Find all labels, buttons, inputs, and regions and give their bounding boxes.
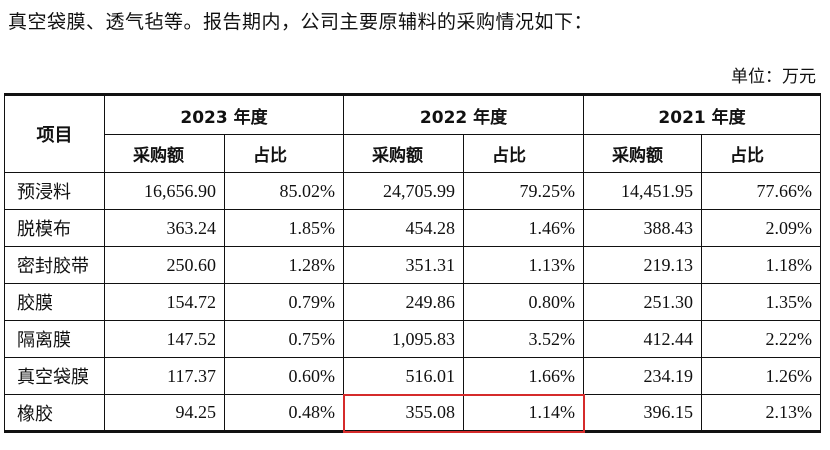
cell-amount: 147.52 [104,320,225,358]
cell-share: 0.80% [463,283,585,321]
cell-share: 1.66% [463,357,585,395]
header-row-years: 项目 2023 年度 2022 年度 2021 年度 [4,94,822,173]
header-share: 占比 [701,134,822,173]
row-label: 橡胶 [4,394,105,432]
row-label: 密封胶带 [4,246,105,284]
table-row: 脱模布 363.24 1.85% 454.28 1.46% 388.43 2.09% [4,209,822,247]
cell-amount: 1,095.83 [343,320,465,358]
cell-share: 1.28% [223,246,345,284]
cell-share: 1.14% [463,394,585,432]
row-label: 脱模布 [4,209,105,247]
cell-amount: 412.44 [583,320,703,358]
row-label: 预浸料 [4,172,105,210]
table-row: 隔离膜 147.52 0.75% 1,095.83 3.52% 412.44 2.22% [4,320,822,358]
cell-share: 2.09% [701,209,822,247]
cell-amount: 94.25 [104,394,225,432]
header-item: 项目 [4,94,105,173]
header-row-metrics: 采购额 占比 采购额 占比 采购额 占比 [5,134,822,173]
header-year-2021: 2021 年度 [583,94,822,135]
header-year-2023: 2023 年度 [103,94,345,135]
header-year-2022: 2022 年度 [343,94,585,135]
cell-amount: 355.08 [343,394,465,432]
cell-amount: 250.60 [104,246,225,284]
cell-amount: 14,451.95 [583,172,703,210]
table-row: 预浸料 16,656.90 85.02% 24,705.99 79.25% 14,451.… [4,172,822,210]
table-row: 胶膜 154.72 0.79% 249.86 0.80% 251.30 1.35% [4,283,822,321]
cell-amount: 363.24 [104,209,225,247]
cell-amount: 516.01 [343,357,465,395]
row-label: 胶膜 [4,283,105,321]
cell-amount: 351.31 [343,246,465,284]
header-amount: 采购额 [104,134,225,173]
cell-amount: 388.43 [583,209,703,247]
cell-share: 1.46% [463,209,585,247]
cell-amount: 24,705.99 [343,172,465,210]
cell-amount: 219.13 [583,246,703,284]
row-label: 真空袋膜 [4,357,105,395]
cell-share: 79.25% [463,172,585,210]
cell-share: 1.18% [701,246,822,284]
cell-share: 0.75% [223,320,345,358]
row-label: 隔离膜 [4,320,105,358]
cell-share: 2.22% [701,320,822,358]
cell-amount: 117.37 [104,357,225,395]
cell-share: 77.66% [701,172,822,210]
cell-share: 1.13% [463,246,585,284]
cell-share: 1.85% [223,209,345,247]
header-share: 占比 [463,134,585,173]
cell-amount: 251.30 [583,283,703,321]
intro-paragraph: 真空袋膜、透气毡等。报告期内，公司主要原辅料的采购情况如下： [8,11,594,33]
cell-share: 3.52% [463,320,585,358]
cell-share: 0.79% [223,283,345,321]
cell-amount: 396.15 [583,394,703,432]
cell-share: 0.48% [223,394,345,432]
header-amount: 采购额 [583,134,703,173]
cell-share: 85.02% [223,172,345,210]
cell-amount: 234.19 [583,357,703,395]
cell-amount: 16,656.90 [104,172,225,210]
table-row: 密封胶带 250.60 1.28% 351.31 1.13% 219.13 1.18% [4,246,822,284]
cell-share: 1.35% [701,283,822,321]
cell-amount: 249.86 [343,283,465,321]
procurement-table: 项目 2023 年度 2022 年度 2021 年度 采购额 占比 采购额 占比… [4,93,822,433]
header-amount: 采购额 [343,134,465,173]
table-row: 真空袋膜 117.37 0.60% 516.01 1.66% 234.19 1.26% [4,357,822,395]
cell-share: 1.26% [701,357,822,395]
cell-share: 0.60% [223,357,345,395]
unit-label: 单位：万元 [731,67,816,87]
cell-share: 2.13% [701,394,822,432]
cell-amount: 154.72 [104,283,225,321]
cell-amount: 454.28 [343,209,465,247]
header-share: 占比 [223,134,345,173]
table-row: 橡胶 94.25 0.48% 355.08 1.14% 396.15 2.13% [4,394,822,432]
